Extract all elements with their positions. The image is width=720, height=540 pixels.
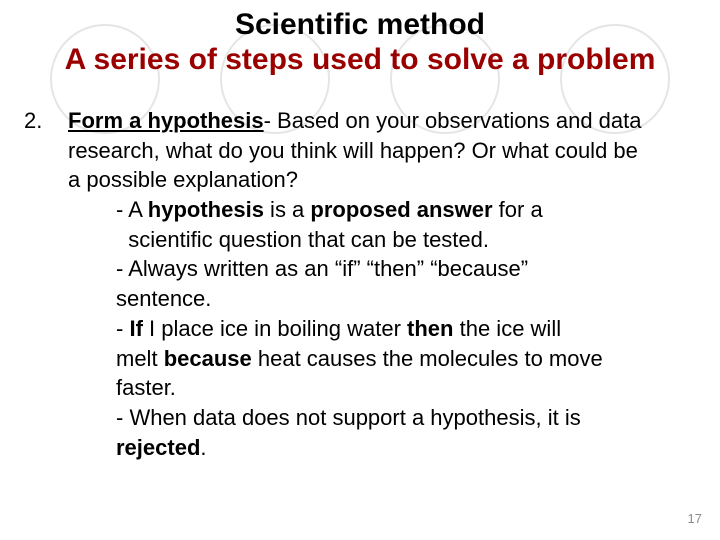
lead-line-3: a possible explanation? — [68, 165, 700, 195]
body: 2. Form a hypothesis- Based on your obse… — [20, 106, 700, 462]
slide: Scientific method A series of steps used… — [0, 0, 720, 540]
lead-rest: - Based on your observations and data — [264, 108, 642, 133]
sub-a-cont: scientific question that can be tested. — [116, 225, 700, 255]
lead-term: Form a hypothesis — [68, 108, 264, 133]
sub-b-cont: sentence. — [116, 284, 700, 314]
sub-d-cont: rejected. — [116, 433, 700, 463]
list-content: Form a hypothesis- Based on your observa… — [68, 106, 700, 462]
list-number: 2. — [24, 106, 42, 136]
sub-list: - A hypothesis is a proposed answer for … — [116, 195, 700, 462]
page-number: 17 — [688, 511, 702, 526]
lead-line: Form a hypothesis- Based on your observa… — [68, 106, 700, 136]
sub-a: - A hypothesis is a proposed answer for … — [116, 195, 700, 225]
sub-c-cont: melt because heat causes the molecules t… — [116, 344, 700, 374]
title-block: Scientific method A series of steps used… — [0, 0, 720, 77]
title-line-1: Scientific method — [0, 8, 720, 43]
sub-b: - Always written as an “if” “then” “beca… — [116, 254, 700, 284]
title-line-2: A series of steps used to solve a proble… — [0, 43, 720, 78]
lead-line-2: research, what do you think will happen?… — [68, 136, 700, 166]
sub-c-cont2: faster. — [116, 373, 700, 403]
sub-c: - If I place ice in boiling water then t… — [116, 314, 700, 344]
sub-d: - When data does not support a hypothesi… — [116, 403, 700, 433]
